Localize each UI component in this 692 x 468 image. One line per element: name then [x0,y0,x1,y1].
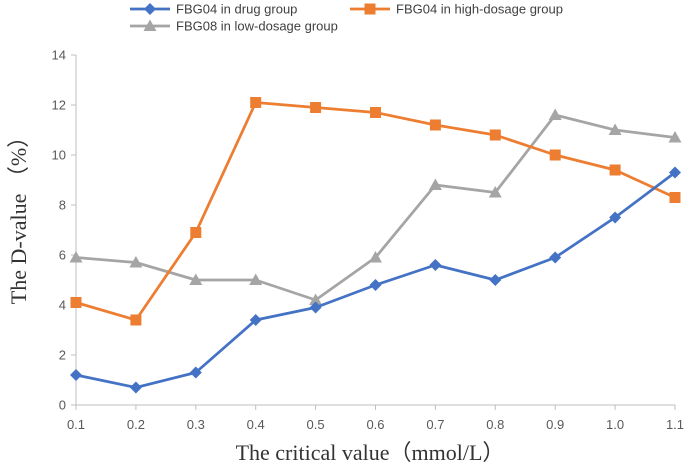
legend-marker [364,3,376,15]
data-point-marker [669,166,681,179]
x-tick-label: 0.1 [67,417,85,432]
x-tick-label: 0.9 [546,417,564,432]
data-point-marker [609,211,622,224]
y-tick-label: 12 [52,98,66,113]
series-line [75,113,676,302]
y-tick-label: 14 [52,48,66,63]
data-point-marker [190,227,202,238]
legend-label: FBG04 in drug group [176,2,297,17]
data-point-marker [369,279,382,291]
y-tick-label: 4 [59,298,66,313]
data-point-marker [69,251,83,263]
data-point-marker [549,251,562,264]
y-tick-label: 0 [59,398,66,413]
data-point-marker [669,192,681,203]
legend-item: FBG04 in drug group [130,2,297,17]
x-tick-label: 0.3 [187,417,205,432]
x-axis-ticks: 0.1 0.2 0.3 0.4 0.5 0.6 0.7 0.8 0.9 1.0 1.1 [67,405,684,432]
y-tick-label: 8 [59,198,66,213]
x-tick-label: 0.8 [486,417,504,432]
x-tick-label: 0.6 [366,417,384,432]
data-point-marker [250,97,262,108]
series-3 [69,108,682,305]
data-point-marker [70,369,82,381]
legend: FBG04 in drug group FBG04 in high-dosage … [130,2,563,34]
data-point-marker [70,297,82,308]
data-point-marker [549,149,561,161]
data-point-marker [249,273,263,285]
data-point-marker [428,178,442,190]
data-point-marker [309,293,323,305]
data-point-marker [310,102,322,113]
series-1 [70,166,681,394]
legend-item: FBG04 in high-dosage group [350,2,563,17]
data-point-marker [130,314,142,326]
x-axis-title: The critical value（mmol/L） [236,440,505,465]
data-point-marker [370,107,381,118]
data-point-marker [609,164,621,176]
x-tick-label: 1.1 [666,417,684,432]
data-point-marker [189,273,203,285]
y-tick-label: 2 [59,348,66,363]
data-point-marker [369,251,382,263]
series-layer [69,97,682,394]
data-point-marker [489,129,501,141]
y-tick-label: 6 [59,248,66,263]
data-point-marker [429,259,442,271]
legend-marker [144,3,156,15]
legend-label: FBG08 in low-dosage group [176,19,338,34]
x-tick-label: 0.5 [307,417,325,432]
y-axis-ticks: 0 2 4 6 8 10 12 14 [52,48,76,413]
x-tick-label: 0.7 [426,417,444,432]
y-axis-title: The D-value （%） [6,126,31,304]
data-point-marker [548,108,562,120]
data-point-marker [189,366,202,379]
data-point-marker [488,186,502,198]
x-tick-label: 0.4 [247,417,265,432]
data-point-marker [489,274,502,286]
data-point-marker [129,381,142,394]
y-tick-label: 10 [52,148,66,163]
legend-label: FBG04 in high-dosage group [396,2,563,17]
data-point-marker [249,314,262,326]
data-point-marker [668,131,682,143]
x-tick-label: 1.0 [606,417,624,432]
data-point-marker [608,123,622,135]
x-tick-label: 0.2 [127,417,145,432]
legend-marker [143,19,157,31]
series-2 [70,97,681,326]
legend-item: FBG08 in low-dosage group [130,19,338,34]
data-point-marker [129,256,143,268]
data-point-marker [309,301,322,314]
data-point-marker [429,119,441,131]
